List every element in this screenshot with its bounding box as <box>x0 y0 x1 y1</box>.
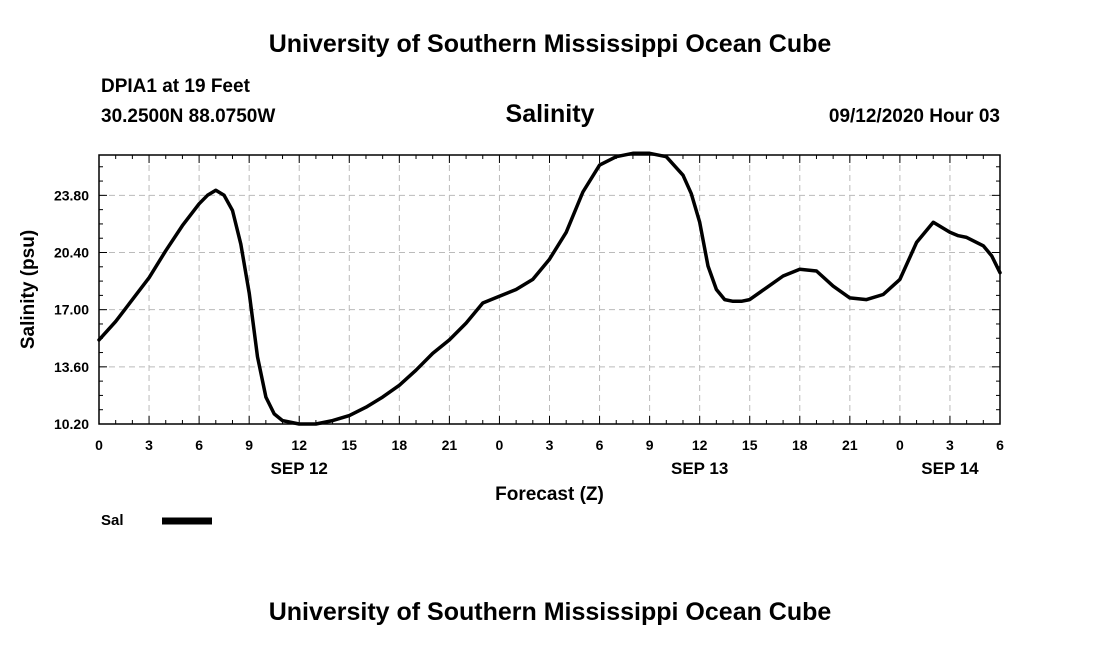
x-tick-label: 15 <box>742 437 758 453</box>
y-tick-label: 17.00 <box>54 302 89 318</box>
y-tick-label: 23.80 <box>54 187 89 203</box>
salinity-series-line <box>97 151 1002 426</box>
x-axis-label: Forecast (Z) <box>495 484 604 505</box>
day-label: SEP 12 <box>271 459 328 478</box>
plot-frame <box>98 154 1001 425</box>
x-tick-label: 0 <box>95 437 103 453</box>
y-axis-label: Salinity (psu) <box>18 230 39 349</box>
x-tick-label: 0 <box>896 437 904 453</box>
x-tick-label: 6 <box>596 437 604 453</box>
forecast-datetime: 09/12/2020 Hour 03 <box>828 106 1000 127</box>
x-tick-label: 12 <box>692 437 708 453</box>
x-tick-label: 21 <box>842 437 858 453</box>
x-tick-label: 9 <box>245 437 253 453</box>
x-tick-label: 0 <box>496 437 504 453</box>
x-tick-label: 18 <box>392 437 408 453</box>
bottom-title: University of Southern Mississippi Ocean… <box>268 598 832 626</box>
x-tick-label: 15 <box>341 437 357 453</box>
x-tick-label: 12 <box>291 437 307 453</box>
chart-title: Salinity <box>505 100 595 128</box>
x-tick-label: 3 <box>546 437 554 453</box>
x-tick-label: 21 <box>442 437 458 453</box>
x-tick-label: 18 <box>792 437 808 453</box>
top-title: University of Southern Mississippi Ocean… <box>268 30 832 58</box>
x-tick-label: 6 <box>195 437 203 453</box>
day-label: SEP 13 <box>671 459 728 478</box>
y-tick-label: 20.40 <box>54 245 89 261</box>
x-tick-label: 9 <box>646 437 654 453</box>
x-tick-label: 3 <box>946 437 954 453</box>
y-tick-label: 13.60 <box>54 359 89 375</box>
coordinates-label: 30.2500N 88.0750W <box>101 106 276 127</box>
legend-label: Sal <box>101 512 124 529</box>
station-label: DPIA1 at 19 Feet <box>101 76 250 97</box>
day-label: SEP 14 <box>921 459 979 478</box>
x-tick-label: 6 <box>996 437 1004 453</box>
y-tick-label: 10.20 <box>54 416 89 432</box>
x-tick-label: 3 <box>145 437 153 453</box>
